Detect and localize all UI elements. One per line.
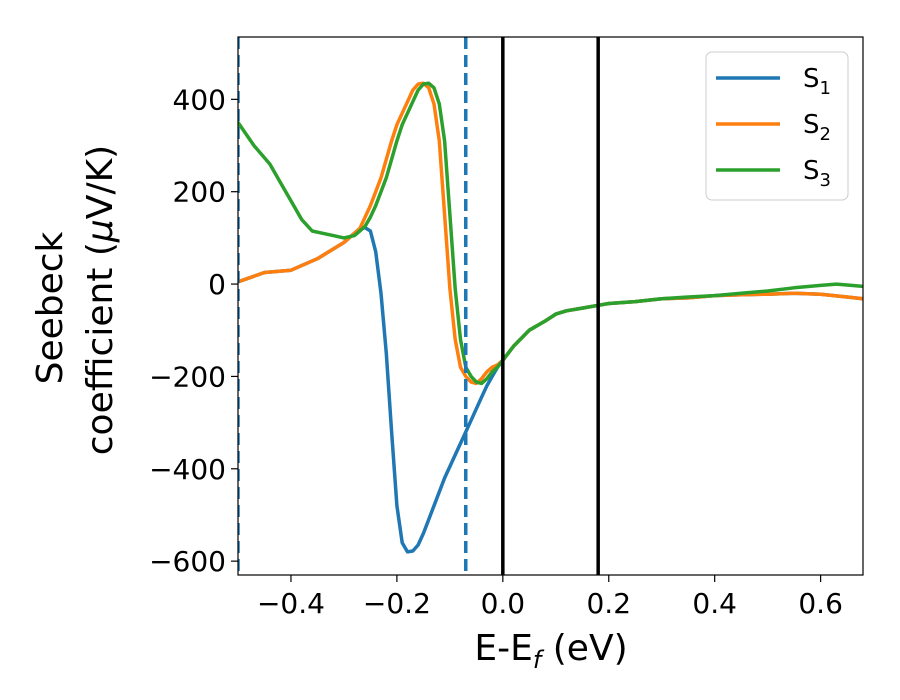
y-tick-label: −400 [149, 453, 226, 486]
y-tick-label: 400 [173, 83, 226, 116]
series-line-s3 [238, 81, 863, 386]
x-axis: −0.4 −0.2 0.0 0.2 0.4 0.6 [257, 575, 843, 620]
x-tick-label: 0.0 [481, 587, 526, 620]
y-tick-label: −600 [149, 545, 226, 578]
y-axis-title-line1: Seebeck [30, 231, 71, 384]
y-tick-label: −200 [149, 360, 226, 393]
y-axis-title-line2: coefficient (μV/K) [80, 145, 121, 455]
legend: S1 S2 S3 [705, 51, 849, 201]
y-tick-label: 200 [173, 176, 226, 209]
x-axis-title: E-Ef (eV) [474, 628, 627, 674]
legend-box [705, 51, 849, 201]
y-axis: −600 −400 −200 0 200 400 [149, 83, 238, 578]
series-layer [238, 81, 863, 554]
y-tick-label: 0 [208, 268, 226, 301]
x-tick-label: −0.2 [363, 587, 431, 620]
legend-label-s3: S3 [803, 156, 831, 191]
vline-layer [238, 37, 600, 575]
x-tick-label: 0.4 [692, 587, 737, 620]
legend-label-s1: S1 [803, 64, 831, 99]
plot-frame [237, 36, 864, 576]
x-tick-label: 0.2 [586, 587, 631, 620]
x-tick-label: −0.4 [257, 587, 325, 620]
x-tick-label: 0.6 [798, 587, 843, 620]
legend-label-s2: S2 [803, 110, 831, 145]
